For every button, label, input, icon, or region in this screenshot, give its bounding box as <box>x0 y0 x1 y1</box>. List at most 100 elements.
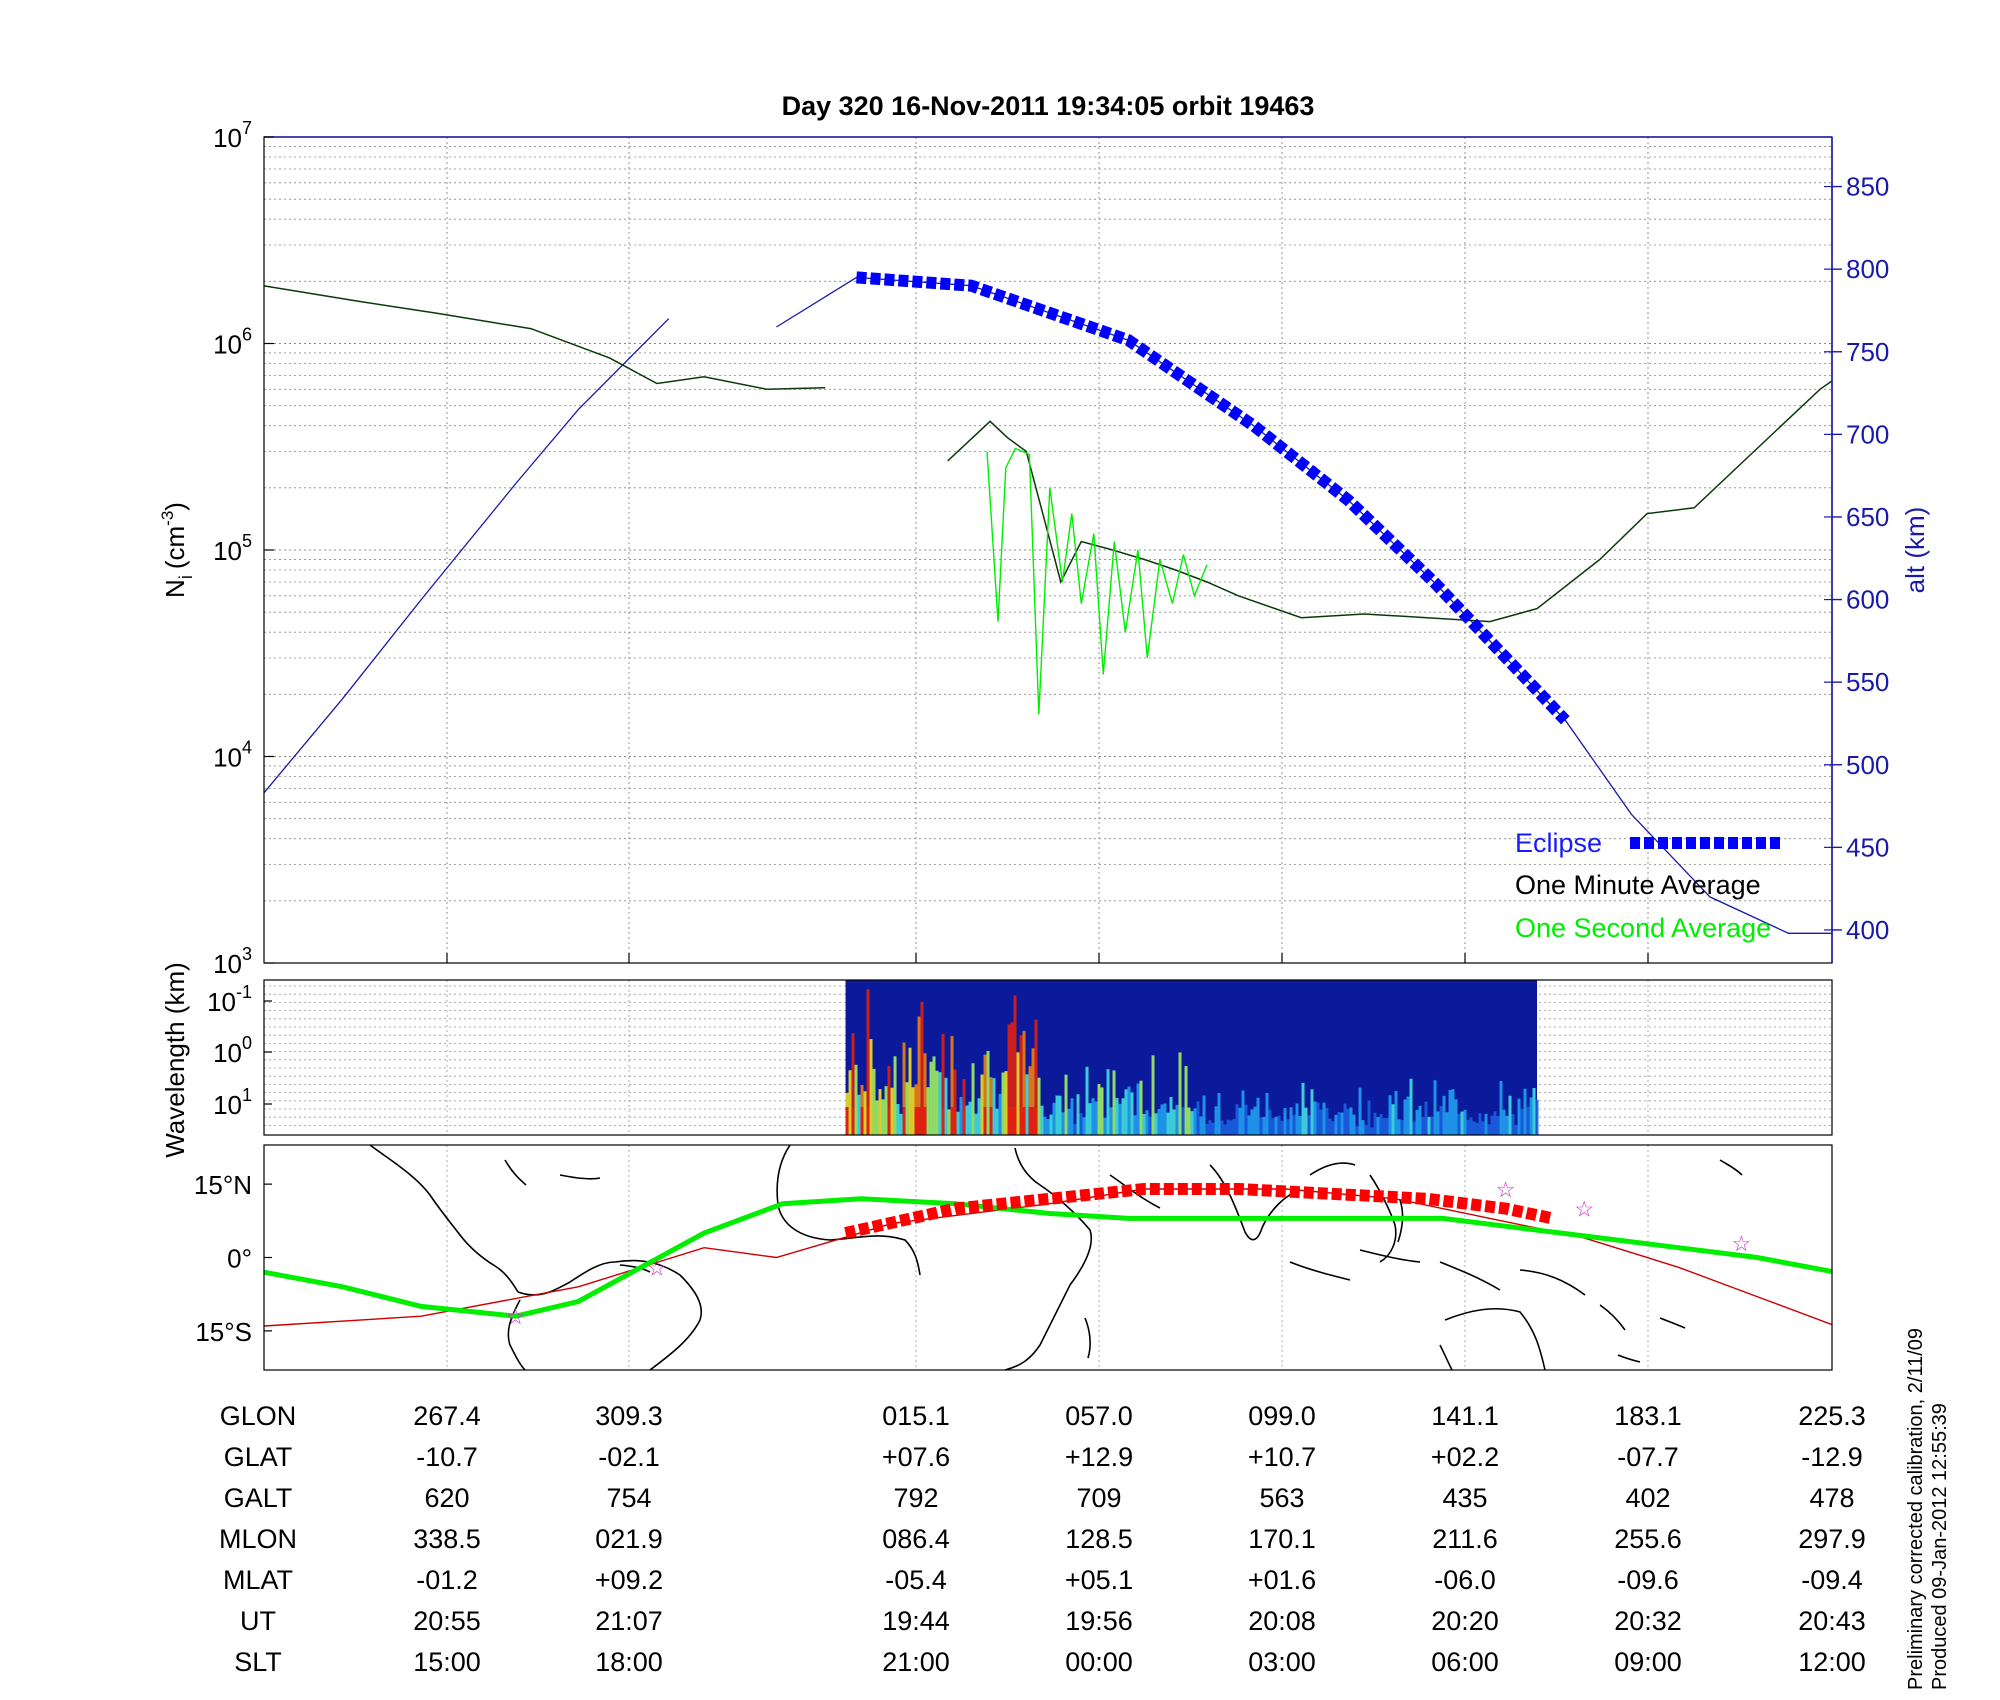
spectrogram-column <box>1037 1077 1041 1135</box>
spectrogram-column <box>1070 1098 1074 1135</box>
spectrogram-column <box>1331 1121 1335 1135</box>
spectrogram-column <box>1043 1116 1047 1135</box>
spectrogram-column <box>1229 1120 1233 1135</box>
spectrogram-column <box>1448 1089 1452 1135</box>
spectrogram-column <box>1292 1114 1296 1135</box>
spectrogram-column <box>980 1074 984 1135</box>
map-star-marker: ☆ <box>1574 1197 1594 1222</box>
spectrogram-column <box>1238 1107 1242 1135</box>
spectrogram-column <box>1298 1116 1302 1135</box>
chart-title: Day 320 16-Nov-2011 19:34:05 orbit 19463 <box>782 91 1315 121</box>
spectrogram-hot <box>950 1107 954 1135</box>
spectrogram-column <box>1274 1116 1278 1135</box>
spectrogram-column <box>947 1109 951 1135</box>
spectrogram-hot <box>917 1107 921 1135</box>
spectrogram-column <box>1202 1095 1206 1135</box>
spectrogram-hot <box>1028 1107 1032 1135</box>
spectrogram-column <box>1496 1116 1500 1135</box>
spectrogram-column <box>1001 1072 1005 1135</box>
spectrogram-hot <box>1013 1107 1017 1135</box>
spectrogram-column <box>1460 1111 1464 1135</box>
table-cell: 309.3 <box>595 1401 663 1431</box>
coastline-pacific-islands <box>1617 1159 1743 1363</box>
coastline-madagascar <box>1084 1317 1091 1359</box>
right-tick-label: 500 <box>1846 750 1889 780</box>
table-cell: 19:44 <box>882 1606 950 1636</box>
table-cell: 15:00 <box>413 1647 481 1677</box>
spectrogram-column <box>1424 1101 1428 1135</box>
spectrogram-column <box>1505 1115 1509 1135</box>
spectrogram-column <box>1031 1048 1035 1135</box>
table-cell: +12.9 <box>1065 1442 1133 1472</box>
spectrogram-column <box>1088 1103 1092 1135</box>
spectrogram-column <box>1046 1119 1050 1135</box>
spectrogram-column <box>1124 1089 1128 1135</box>
spectrogram-hot <box>866 1107 870 1135</box>
spectrogram-column <box>1400 1120 1404 1135</box>
spectrogram-column <box>932 1056 936 1135</box>
spectrogram-hot <box>953 1107 957 1135</box>
spectrogram-column <box>941 1033 945 1135</box>
spectrogram-column <box>854 1064 858 1135</box>
table-cell: 057.0 <box>1065 1401 1133 1431</box>
table-cell: 21:07 <box>595 1606 663 1636</box>
eclipse-line <box>856 271 1570 725</box>
table-cell: 18:00 <box>595 1647 663 1677</box>
spectrogram-hot <box>1007 1107 1011 1135</box>
spectrogram-column <box>890 1087 894 1135</box>
spectrogram-column <box>1319 1109 1323 1135</box>
spectrogram-hot <box>1022 1107 1026 1135</box>
spectrogram-column <box>1487 1124 1491 1135</box>
spectrogram-column <box>1502 1109 1506 1135</box>
spectrogram-column <box>1277 1115 1281 1135</box>
right-tick-label: 800 <box>1846 254 1889 284</box>
spectrogram-column <box>1025 1074 1029 1135</box>
spectrogram-column <box>1304 1107 1308 1135</box>
spectrogram-column <box>1181 1107 1185 1135</box>
spectrogram-column <box>1406 1096 1410 1135</box>
spectrogram-column <box>1187 1107 1191 1135</box>
spectrogram-column <box>1133 1115 1137 1135</box>
table-cell: 086.4 <box>882 1524 950 1554</box>
spectrogram-column <box>1145 1110 1149 1135</box>
spectrogram-column <box>1196 1101 1200 1135</box>
table-cell: -06.0 <box>1434 1565 1496 1595</box>
left-tick-label: 105 <box>213 531 252 566</box>
spectrogram-column <box>1286 1119 1290 1135</box>
spectrogram-column <box>974 1113 978 1135</box>
spectrogram-column <box>1463 1109 1467 1135</box>
spectrogram-tick-label: 10-1 <box>207 982 252 1017</box>
map-area <box>264 1145 1832 1370</box>
map-magnetic-equator-line <box>264 1196 1832 1319</box>
spectrogram-column <box>1052 1102 1056 1135</box>
coastline-australia <box>1439 1307 1546 1370</box>
spectrogram-column <box>1391 1104 1395 1135</box>
spectrogram-column <box>938 1072 942 1135</box>
spectrogram-column <box>1352 1114 1356 1135</box>
spectrogram-column <box>1367 1100 1371 1135</box>
spectrogram-column <box>965 1105 969 1135</box>
spectrogram-column <box>1484 1113 1488 1135</box>
table-row-label: MLAT <box>223 1565 293 1595</box>
spectrogram-column <box>998 1093 1002 1135</box>
coastline-africa-east <box>1004 1147 1092 1370</box>
spectrogram-frame <box>263 979 1833 1136</box>
spectrogram-column <box>1148 1116 1152 1135</box>
spectrogram-column <box>1397 1119 1401 1135</box>
spectrogram-column <box>1340 1112 1344 1135</box>
table-cell: 183.1 <box>1614 1401 1682 1431</box>
spectrogram-column <box>995 1108 999 1135</box>
spectrogram-column <box>1130 1092 1134 1135</box>
spectrogram-column <box>1103 1117 1107 1135</box>
main-plot: 103 104 105 106 107 400 450 500 550 600 650 700 750… <box>158 118 1930 979</box>
spectrogram-column <box>875 1100 879 1135</box>
spectrogram-column <box>950 1036 954 1135</box>
spectrogram-hot <box>1034 1107 1038 1135</box>
spectrogram-column <box>1499 1080 1503 1135</box>
spectrogram-hot <box>1019 1107 1023 1135</box>
right-tick-label: 450 <box>1846 832 1889 862</box>
spectrogram-column <box>956 1111 960 1135</box>
spectrogram-column <box>1214 1106 1218 1135</box>
spectrogram-column <box>1193 1108 1197 1135</box>
spectrogram-column <box>1217 1093 1221 1135</box>
